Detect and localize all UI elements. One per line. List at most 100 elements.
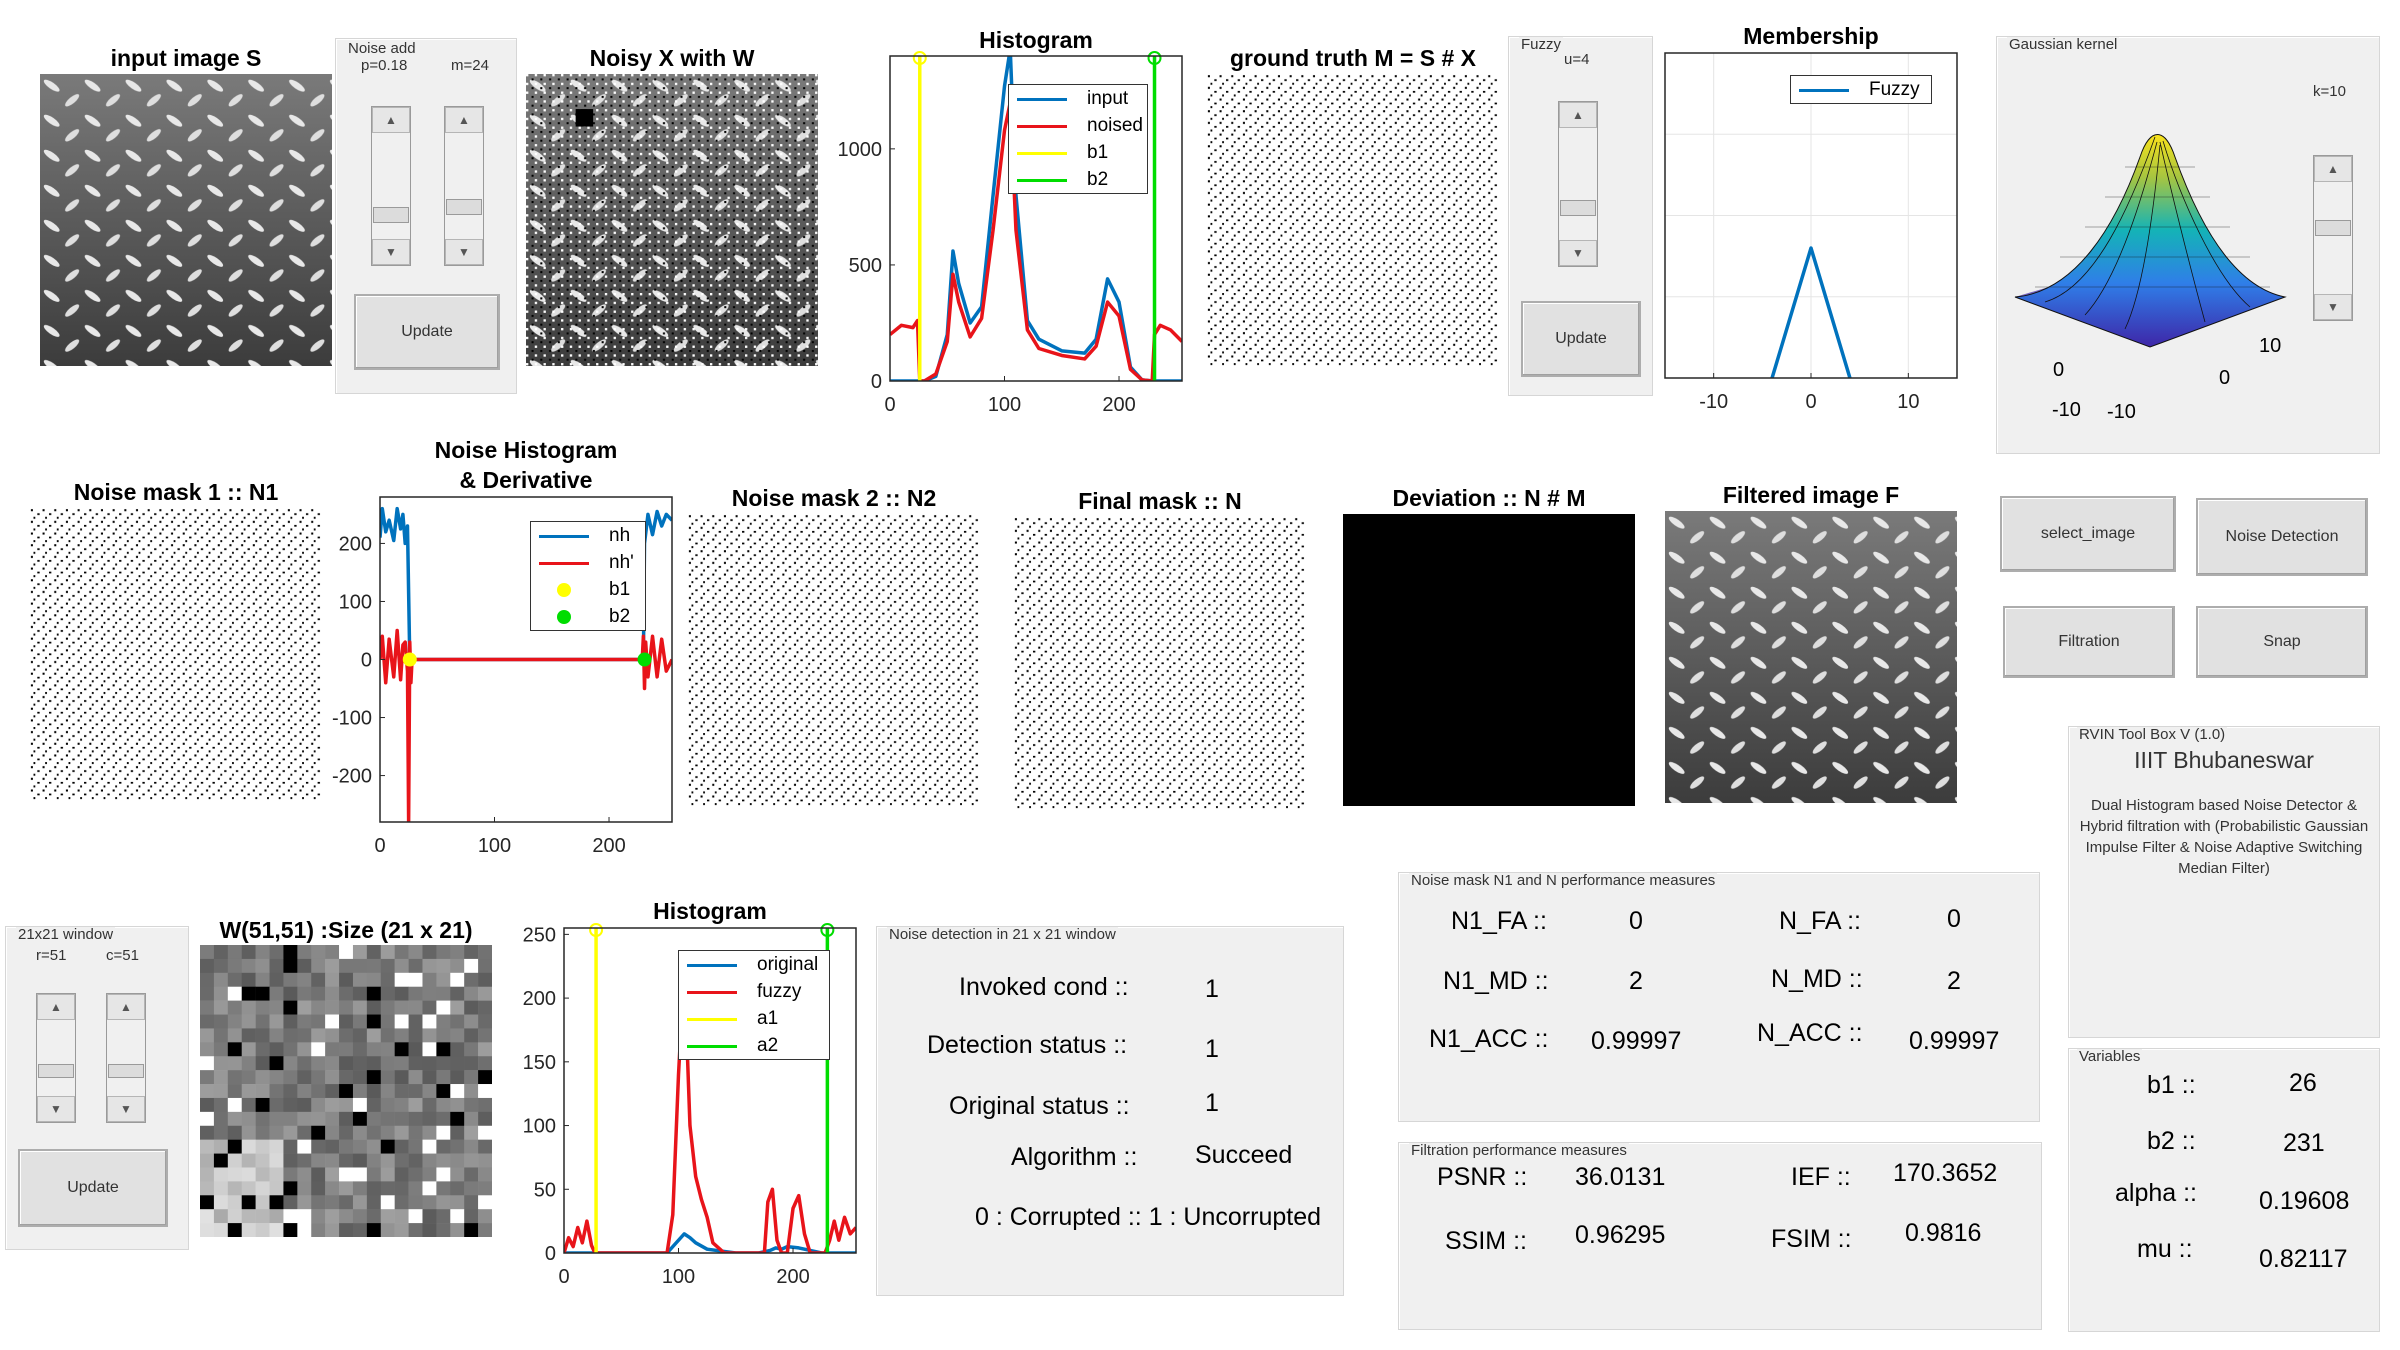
window-pixel xyxy=(394,1125,409,1140)
window-pixel xyxy=(380,1167,395,1182)
m-slider-down-icon[interactable]: ▼ xyxy=(445,239,483,265)
window-pixel xyxy=(366,1139,382,1154)
window-pixel xyxy=(269,1014,284,1029)
window-pixel xyxy=(227,1139,242,1154)
legend-entry: noised xyxy=(1009,112,1147,139)
window-pixel xyxy=(422,1028,437,1043)
r-slider-down-icon[interactable]: ▼ xyxy=(37,1096,75,1122)
window-pixel xyxy=(200,1167,215,1182)
window-pixel xyxy=(200,1181,215,1196)
window-panel: 21x21 window r=51 c=51 ▲ ▼ ▲ ▼ Update xyxy=(5,926,189,1250)
p-slider-up-icon[interactable]: ▲ xyxy=(372,107,410,133)
window-pixel xyxy=(394,1084,409,1099)
final-mask-image xyxy=(1014,517,1306,809)
c-slider[interactable]: ▲ ▼ xyxy=(106,993,146,1123)
x-tick-label: 200 xyxy=(1102,394,1135,416)
fuzzy-update-button[interactable]: Update xyxy=(1521,301,1641,377)
window-pixel xyxy=(200,1056,215,1071)
window-update-button[interactable]: Update xyxy=(18,1149,168,1227)
window-pixel xyxy=(200,1042,215,1057)
window-pixel xyxy=(450,1139,465,1154)
legend-swatch xyxy=(1017,152,1067,155)
noise-histogram-chart: 0 100 200 -200 -100 0 100 200 nh nh' b1 b2 xyxy=(332,496,673,857)
window-pixel xyxy=(464,972,479,987)
window-pixel xyxy=(311,1084,326,1099)
c-slider-down-icon[interactable]: ▼ xyxy=(107,1096,145,1122)
window-pixel xyxy=(450,1111,465,1127)
u-slider-up-icon[interactable]: ▲ xyxy=(1559,102,1597,128)
y-tick-label: 1000 xyxy=(838,139,883,161)
window-pixel xyxy=(380,945,395,960)
window-pixel xyxy=(241,1223,256,1237)
legend-swatch xyxy=(1017,125,1067,128)
m-slider-up-icon[interactable]: ▲ xyxy=(445,107,483,133)
window-pixel xyxy=(380,1153,395,1168)
window-pixel xyxy=(283,1223,298,1237)
window-pixel xyxy=(422,1139,437,1154)
window-pixel xyxy=(394,1097,409,1113)
window-pixel xyxy=(297,1014,312,1029)
legend-label: input xyxy=(1087,88,1129,109)
membership-title: Membership xyxy=(1743,23,1879,49)
u-slider-thumb[interactable] xyxy=(1560,200,1596,216)
window-pixel xyxy=(394,1181,409,1196)
y-tick-label: 500 xyxy=(849,255,882,277)
window-pixel xyxy=(325,1209,340,1224)
window-pixel xyxy=(269,1000,284,1015)
n1-acc-value: 0.99997 xyxy=(1591,1027,1682,1055)
window-pixel xyxy=(352,986,368,1001)
k-slider-thumb[interactable] xyxy=(2315,220,2351,236)
window-pixel xyxy=(394,1000,409,1015)
u-slider-down-icon[interactable]: ▼ xyxy=(1559,240,1597,266)
u-slider[interactable]: ▲ ▼ xyxy=(1558,101,1598,267)
window-pixel xyxy=(200,1153,215,1168)
select-image-button[interactable]: select_image xyxy=(2000,496,2176,572)
window-pixel xyxy=(422,1167,437,1182)
m-slider-thumb[interactable] xyxy=(446,199,482,215)
noise-add-update-button[interactable]: Update xyxy=(354,294,500,370)
window-pixel xyxy=(450,1195,465,1210)
window-pixel xyxy=(408,1070,423,1085)
window-pixel xyxy=(339,1125,354,1140)
window-pixel xyxy=(241,958,256,974)
n1-md-label: N1_MD :: xyxy=(1443,967,1549,995)
c-slider-up-icon[interactable]: ▲ xyxy=(107,994,145,1020)
m-slider[interactable]: ▲ ▼ xyxy=(444,106,484,266)
window-pixel xyxy=(297,1153,312,1168)
window-pixel xyxy=(297,1209,312,1224)
window-pixel xyxy=(339,972,354,987)
window-pixel xyxy=(213,972,229,987)
k-slider[interactable]: ▲ ▼ xyxy=(2313,155,2353,321)
noise-detection-button[interactable]: Noise Detection xyxy=(2196,498,2368,576)
window-pixel xyxy=(478,1111,492,1127)
snap-button[interactable]: Snap xyxy=(2196,606,2368,678)
window-pixel xyxy=(339,1181,354,1196)
window-pixel xyxy=(352,958,368,974)
filtration-button[interactable]: Filtration xyxy=(2003,606,2175,678)
window-pixel xyxy=(227,1084,242,1099)
window-pixel xyxy=(297,1097,312,1113)
p-slider-down-icon[interactable]: ▼ xyxy=(372,239,410,265)
k-slider-down-icon[interactable]: ▼ xyxy=(2314,294,2352,320)
chart-legend: Fuzzy xyxy=(1790,75,1932,104)
legend-entry: input xyxy=(1009,85,1147,112)
x-tick-label: -10 xyxy=(1699,391,1728,413)
k-slider-up-icon[interactable]: ▲ xyxy=(2314,156,2352,182)
r-slider-up-icon[interactable]: ▲ xyxy=(37,994,75,1020)
window-pixel xyxy=(436,972,451,987)
window-pixel xyxy=(380,1139,395,1154)
c-slider-thumb[interactable] xyxy=(108,1064,144,1078)
window-pixel xyxy=(464,1000,479,1015)
r-slider[interactable]: ▲ ▼ xyxy=(36,993,76,1123)
window-pixel xyxy=(213,1223,229,1237)
p-slider-thumb[interactable] xyxy=(373,207,409,223)
window-pixel xyxy=(227,1111,242,1127)
window-pixel xyxy=(283,1153,298,1168)
window-histogram-chart: 0 100 200 0 50 100 150 200 250 original fuzzy a1 a2 xyxy=(523,923,857,1288)
window-pixel xyxy=(380,1195,395,1210)
window-pixel xyxy=(464,1084,479,1099)
p-slider[interactable]: ▲ ▼ xyxy=(371,106,411,266)
r-slider-thumb[interactable] xyxy=(38,1064,74,1078)
window-pixel xyxy=(450,958,465,974)
window-pixel xyxy=(352,1070,368,1085)
